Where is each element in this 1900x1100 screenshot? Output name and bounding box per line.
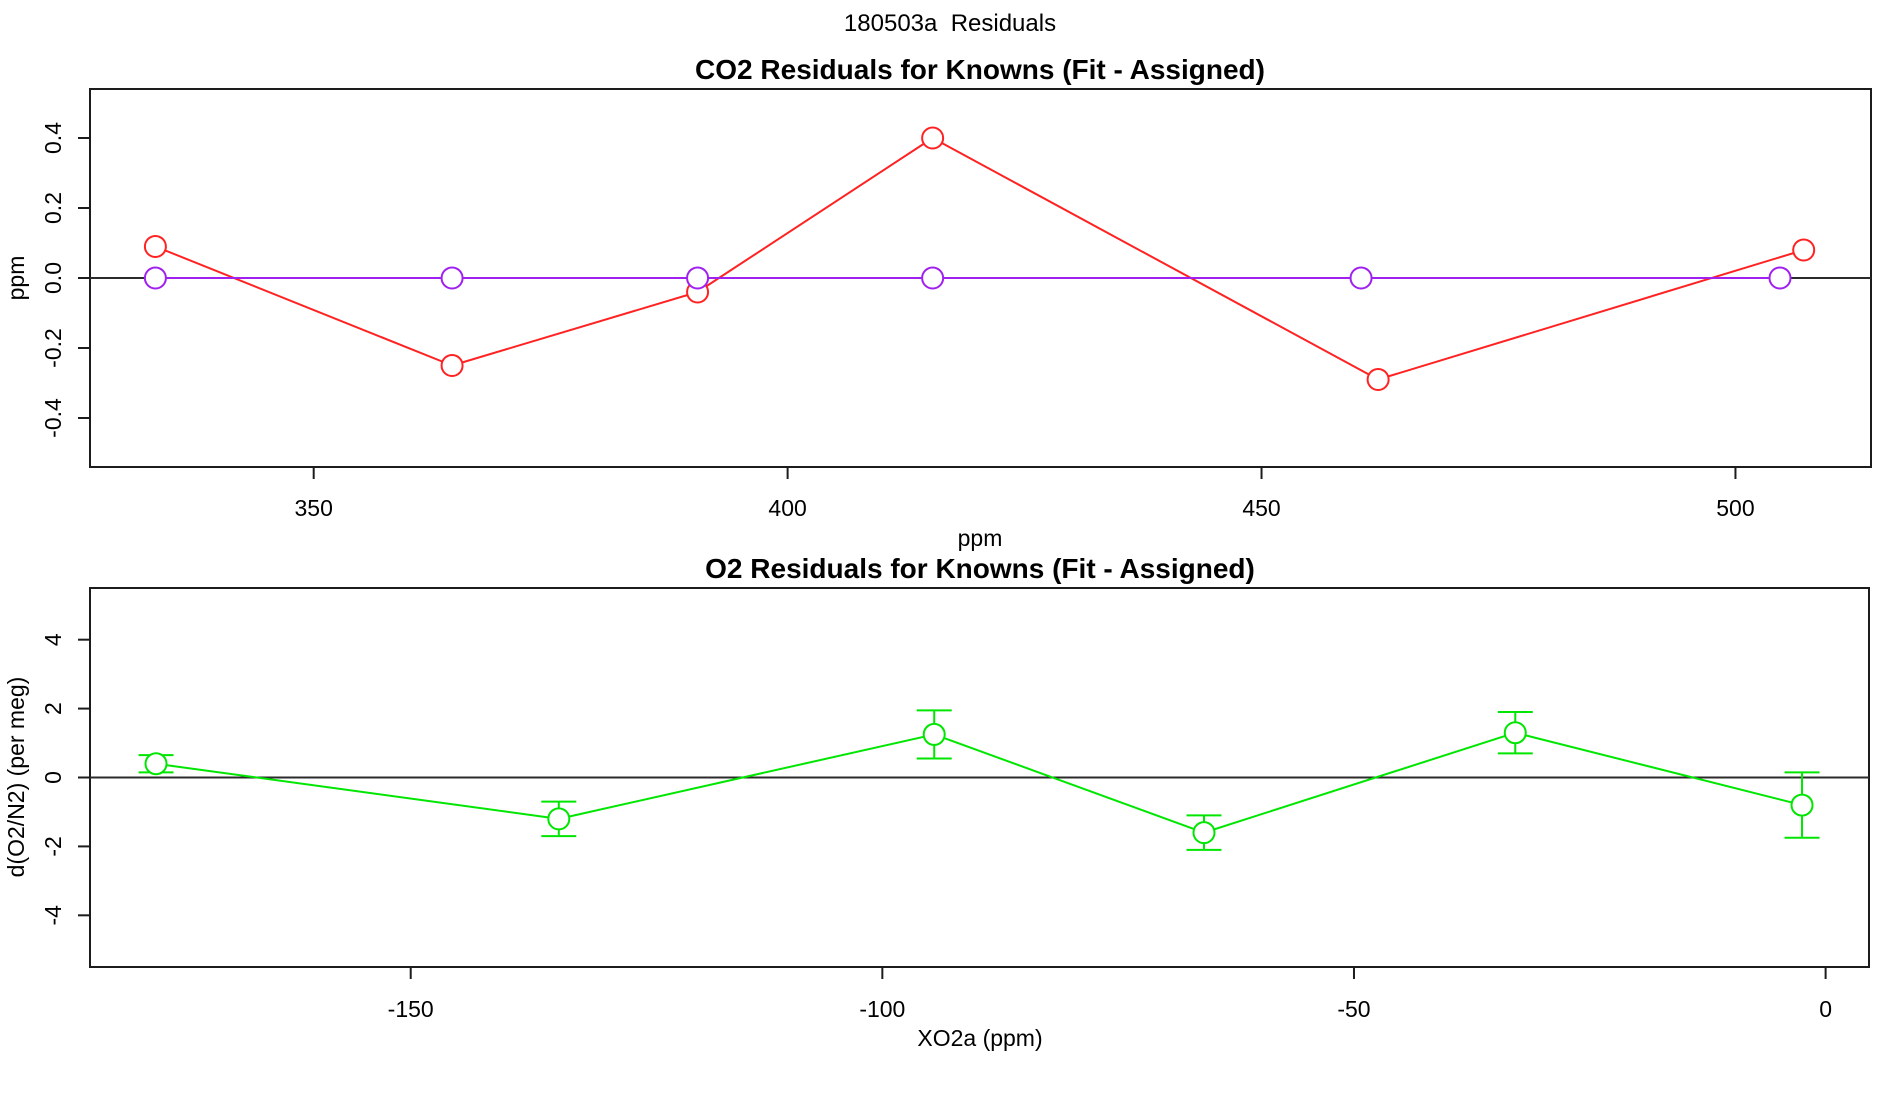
co2-xaxis-label: ppm: [958, 525, 1003, 551]
data-point-marker: [440, 266, 464, 290]
data-point-marker: [440, 354, 464, 377]
o2-plot-area: -150 -100 -50 0 -4 -2 0 2 4: [40, 587, 1870, 1022]
y-axis-tick-label: -0.2: [40, 328, 66, 368]
data-point-marker: [1192, 821, 1216, 845]
o2-yaxis-label: d(O2/N2) (per meg): [3, 677, 29, 878]
data-point-marker: [143, 235, 167, 258]
o2-xaxis-label: XO2a (ppm): [917, 1025, 1042, 1051]
co2-panel-title: CO2 Residuals for Knowns (Fit - Assigned…: [695, 54, 1265, 85]
o2-residual-fit-minus-assigned-line: [155, 731, 1803, 834]
y-axis-tick-label: -0.4: [40, 398, 66, 438]
x-axis-tick-label: 350: [295, 495, 333, 521]
x-axis-tick-label: 450: [1242, 495, 1280, 521]
data-point-marker: [547, 807, 571, 831]
x-axis-tick-label: -100: [859, 996, 905, 1022]
data-point-marker: [921, 126, 945, 150]
x-axis-tick-label: 0: [1819, 996, 1832, 1022]
y-axis-tick-label: 0.0: [40, 262, 66, 294]
y-axis-tick-label: -2: [40, 836, 66, 856]
co2-residual-fit-minus-assigned-line: [155, 137, 1804, 381]
x-axis-tick-label: -50: [1337, 996, 1370, 1022]
o2-residuals-panel: O2 Residuals for Knowns (Fit - Assigned)…: [3, 553, 1870, 1051]
co2-yaxis-label: ppm: [3, 256, 29, 301]
data-point-marker: [1790, 793, 1814, 817]
data-point-marker: [1503, 721, 1527, 745]
o2-panel-title: O2 Residuals for Knowns (Fit - Assigned): [705, 553, 1255, 584]
figure-title: 180503a Residuals: [844, 10, 1056, 37]
data-point-marker: [1349, 266, 1373, 290]
data-point-marker: [143, 266, 167, 290]
data-point-marker: [1768, 266, 1792, 290]
data-point-marker: [922, 722, 946, 746]
co2-plot-area: 350 400 450 500 -0.4 -0.2 0.0 0.2 0.4: [40, 88, 1872, 521]
y-axis-tick-label: 2: [40, 702, 66, 715]
x-axis-tick-label: 500: [1716, 495, 1754, 521]
data-point-marker: [1366, 368, 1390, 391]
co2-residuals-panel: CO2 Residuals for Knowns (Fit - Assigned…: [3, 54, 1872, 551]
y-axis-tick-label: 4: [40, 633, 66, 646]
x-axis-tick-label: -150: [388, 996, 434, 1022]
data-point-marker: [1792, 238, 1816, 262]
data-point-marker: [144, 752, 168, 776]
data-point-marker: [686, 266, 710, 290]
y-axis-tick-label: -4: [40, 905, 66, 926]
x-axis-tick-label: 400: [768, 495, 806, 521]
y-axis-tick-label: 0.4: [40, 122, 66, 154]
y-axis-tick-label: 0.2: [40, 192, 66, 224]
data-point-marker: [921, 266, 945, 290]
y-axis-tick-label: 0: [40, 771, 66, 784]
